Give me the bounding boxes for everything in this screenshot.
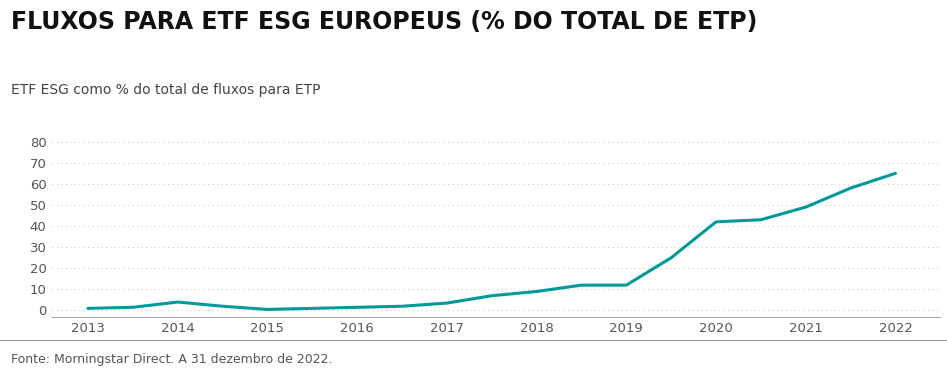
Text: Fonte: Morningstar Direct. A 31 dezembro de 2022.: Fonte: Morningstar Direct. A 31 dezembro… — [11, 353, 332, 366]
Text: FLUXOS PARA ETF ESG EUROPEUS (% DO TOTAL DE ETP): FLUXOS PARA ETF ESG EUROPEUS (% DO TOTAL… — [11, 10, 758, 34]
Text: ETF ESG como % do total de fluxos para ETP: ETF ESG como % do total de fluxos para E… — [11, 83, 321, 96]
